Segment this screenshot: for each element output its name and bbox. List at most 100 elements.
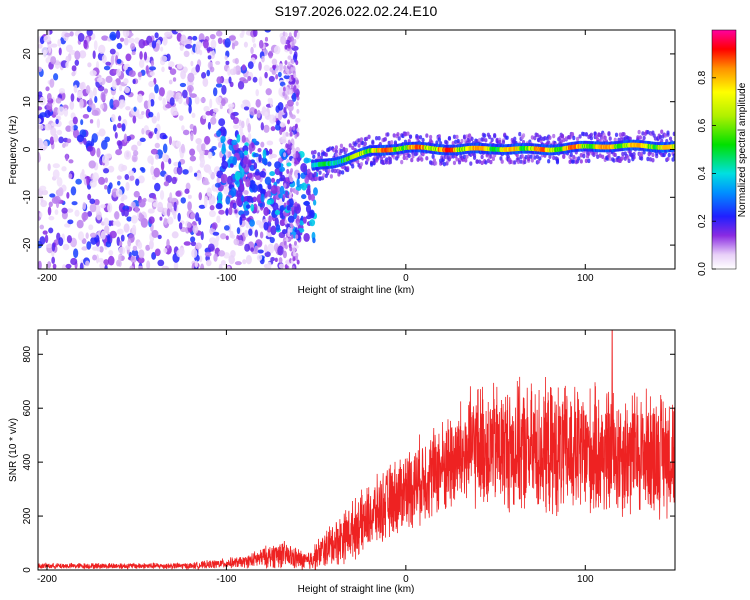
spectrogram-cell (103, 88, 108, 94)
spectrogram-cell (236, 196, 243, 207)
spectrogram-cell (671, 157, 675, 162)
spectrogram-cell (244, 229, 249, 238)
spectrogram-cell (225, 60, 230, 65)
spectrogram-cell (501, 140, 506, 145)
spectrogram-cell (284, 219, 288, 225)
spectrogram-cell (324, 152, 328, 157)
spectrogram-cell (457, 160, 462, 165)
spectrogram-cell (216, 215, 221, 224)
spectrogram-cell (154, 32, 159, 39)
spectrogram-cell (437, 137, 441, 142)
spectrogram-cell (156, 111, 160, 122)
spectrogram-cell (198, 217, 202, 226)
spectrogram-cell (279, 185, 285, 195)
spectrogram-cell (62, 243, 70, 251)
spectrogram-cell (220, 233, 227, 240)
spectrogram-cell (313, 199, 317, 206)
spectrogram-cell (291, 92, 297, 103)
spectrogram-cell (223, 225, 230, 231)
spectrogram-cell (429, 134, 433, 140)
spectrogram-cell (96, 210, 102, 221)
spectrogram-cell (582, 153, 586, 159)
spectrogram-cell (77, 32, 85, 43)
spectrogram-cell (203, 198, 208, 208)
spectrogram-cell (112, 99, 120, 108)
spectrogram-cell (130, 255, 137, 264)
spectrogram-cell (228, 206, 233, 216)
spectrogram-cell (465, 154, 469, 159)
spectrogram-cell (263, 64, 270, 72)
spectrogram-cell (266, 199, 272, 205)
spectrogram-cell (303, 201, 310, 206)
spectrogram-cell (289, 227, 293, 233)
spectrogram-cell (154, 142, 160, 149)
spectrogram-cell (115, 188, 123, 198)
spectrogram-cell (559, 139, 563, 144)
spectrogram-cell (310, 193, 316, 202)
spectrogram-cell (264, 30, 271, 33)
spectrogram-cell (66, 138, 72, 144)
spectrogram-cell (228, 76, 232, 84)
spectrogram-cell (116, 175, 122, 180)
spectrogram-cell (104, 136, 111, 143)
spectrogram-cell (187, 201, 192, 211)
spectrogram-cell (291, 265, 295, 269)
spectrogram-cell (211, 145, 217, 151)
spectrogram-cell (278, 110, 283, 121)
spectrogram-cell (533, 155, 537, 160)
spectrogram-cell (99, 246, 104, 253)
spectrogram-cell (295, 92, 299, 98)
spectrogram-cell (274, 257, 278, 263)
spectrogram-cell (79, 98, 84, 109)
spectrogram-cell (277, 245, 284, 256)
spectrogram-cell (329, 174, 333, 179)
spectrogram-cell (192, 125, 197, 135)
spectrogram-cell (239, 216, 243, 226)
spectrogram-cell (289, 222, 293, 228)
spectrogram-cell (120, 99, 126, 108)
spectrogram-cell (363, 141, 367, 146)
spectrogram-cell (416, 135, 420, 140)
spectrogram-cell (101, 54, 107, 64)
spectrogram-cell (200, 263, 205, 269)
spectrogram-cell (93, 40, 98, 51)
spectrogram-cell (469, 161, 473, 166)
spectrogram-y-label-0: 0 (22, 146, 33, 152)
spectrogram-cell (58, 47, 62, 56)
spectrogram-cell (613, 152, 617, 158)
spectrogram-cell (152, 202, 159, 208)
spectrogram-cell (192, 35, 198, 41)
spectrogram-cell (115, 30, 121, 40)
spectrogram-cell (198, 192, 203, 201)
spectrogram-cell (318, 176, 322, 181)
spectrogram-cell (513, 160, 517, 165)
spectrogram-cell (285, 143, 289, 149)
spectrogram-cell (147, 155, 154, 164)
spectrogram-cell (282, 86, 286, 92)
spectrogram-cell (348, 143, 352, 148)
spectrogram-cell (129, 265, 134, 269)
spectrogram-cell (41, 46, 48, 56)
spectrogram-cell (162, 97, 166, 106)
spectrogram-cell (575, 136, 580, 142)
spectrogram-cell (246, 172, 253, 179)
spectrogram-cell (137, 113, 144, 120)
spectrogram-cell (288, 173, 292, 179)
spectrogram-cell (117, 122, 122, 129)
spectrogram-cell (56, 129, 63, 136)
spectrogram-cell (455, 157, 459, 162)
spectrogram-cell (217, 37, 223, 45)
spectrogram-cell (148, 208, 153, 214)
spectrogram-cell (300, 163, 308, 173)
spectrogram-cell (287, 232, 291, 238)
spectrogram-cell (239, 168, 245, 178)
spectrogram-cell (179, 44, 184, 51)
spectrogram-cell (142, 197, 147, 203)
spectrogram-cell (587, 158, 591, 164)
spectrogram-cell (304, 176, 309, 184)
spectrogram-cell (219, 126, 226, 136)
spectrogram-cell (175, 30, 184, 33)
spectrogram-cell (181, 125, 185, 131)
spectrogram-cell (238, 119, 242, 127)
spectrogram-cell (112, 220, 117, 226)
